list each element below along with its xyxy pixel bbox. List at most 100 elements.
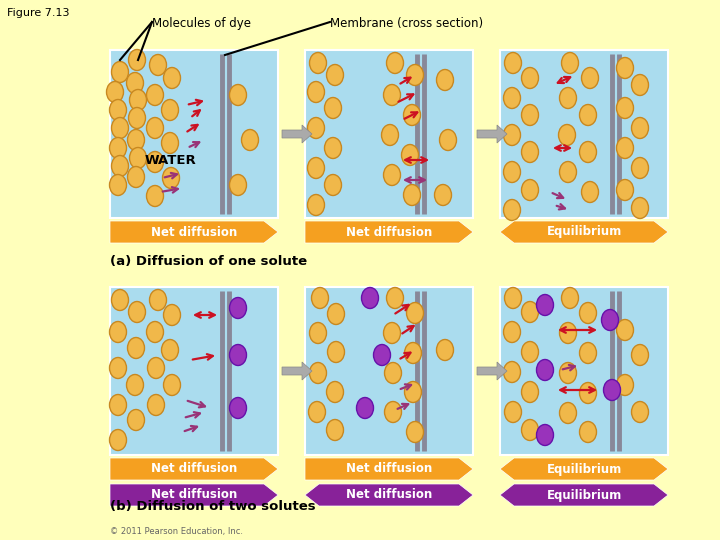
Ellipse shape xyxy=(127,409,145,430)
Ellipse shape xyxy=(127,166,145,187)
Text: (a) Diffusion of one solute: (a) Diffusion of one solute xyxy=(110,255,307,268)
Ellipse shape xyxy=(109,321,127,342)
Ellipse shape xyxy=(128,107,145,129)
Ellipse shape xyxy=(307,158,325,179)
Ellipse shape xyxy=(562,52,578,73)
Polygon shape xyxy=(110,484,278,506)
Text: (b) Diffusion of two solutes: (b) Diffusion of two solutes xyxy=(110,500,315,513)
Ellipse shape xyxy=(503,125,521,145)
Ellipse shape xyxy=(603,380,621,401)
Ellipse shape xyxy=(326,64,343,85)
Ellipse shape xyxy=(536,424,554,445)
Ellipse shape xyxy=(580,141,596,163)
Ellipse shape xyxy=(405,342,421,363)
Ellipse shape xyxy=(112,289,128,310)
Ellipse shape xyxy=(150,55,166,76)
Ellipse shape xyxy=(631,198,649,219)
Bar xyxy=(500,287,668,455)
Ellipse shape xyxy=(505,402,521,422)
Ellipse shape xyxy=(150,289,166,310)
Text: Net diffusion: Net diffusion xyxy=(151,489,237,502)
Bar xyxy=(305,50,473,218)
Ellipse shape xyxy=(109,429,127,450)
Ellipse shape xyxy=(616,320,634,341)
Ellipse shape xyxy=(109,357,127,379)
Ellipse shape xyxy=(580,342,596,363)
Ellipse shape xyxy=(559,322,577,343)
Polygon shape xyxy=(110,458,278,480)
Ellipse shape xyxy=(580,422,596,442)
Ellipse shape xyxy=(384,402,402,422)
Ellipse shape xyxy=(580,105,596,125)
Ellipse shape xyxy=(631,345,649,366)
Ellipse shape xyxy=(161,99,179,120)
Ellipse shape xyxy=(521,179,539,200)
Polygon shape xyxy=(305,458,473,480)
Ellipse shape xyxy=(356,397,374,418)
Ellipse shape xyxy=(241,130,258,151)
Ellipse shape xyxy=(562,287,578,308)
Ellipse shape xyxy=(559,125,575,145)
Polygon shape xyxy=(500,484,668,506)
Text: Membrane (cross section): Membrane (cross section) xyxy=(330,17,483,30)
Ellipse shape xyxy=(403,105,420,125)
Ellipse shape xyxy=(112,156,128,177)
Ellipse shape xyxy=(384,84,400,105)
Ellipse shape xyxy=(631,118,649,138)
Ellipse shape xyxy=(521,341,539,362)
Ellipse shape xyxy=(112,118,128,138)
Text: Equilibrium: Equilibrium xyxy=(546,462,621,476)
Ellipse shape xyxy=(436,70,454,91)
Ellipse shape xyxy=(505,52,521,73)
Polygon shape xyxy=(305,221,473,243)
Ellipse shape xyxy=(307,82,325,103)
Ellipse shape xyxy=(616,375,634,395)
Ellipse shape xyxy=(601,309,618,330)
Ellipse shape xyxy=(407,302,423,323)
Ellipse shape xyxy=(503,161,521,183)
Ellipse shape xyxy=(128,301,145,322)
Ellipse shape xyxy=(326,420,343,441)
Ellipse shape xyxy=(312,287,328,308)
Ellipse shape xyxy=(146,186,163,206)
Polygon shape xyxy=(500,458,668,480)
Ellipse shape xyxy=(582,181,598,202)
Ellipse shape xyxy=(328,341,344,362)
Ellipse shape xyxy=(559,87,577,109)
Ellipse shape xyxy=(230,174,246,195)
Text: Net diffusion: Net diffusion xyxy=(151,226,237,239)
Ellipse shape xyxy=(616,57,634,78)
Ellipse shape xyxy=(161,132,179,153)
Text: Figure 7.13: Figure 7.13 xyxy=(7,8,70,18)
Ellipse shape xyxy=(384,362,402,383)
Ellipse shape xyxy=(580,302,596,323)
Ellipse shape xyxy=(146,84,163,105)
Ellipse shape xyxy=(308,402,325,422)
Ellipse shape xyxy=(503,321,521,342)
Ellipse shape xyxy=(310,362,326,383)
Bar xyxy=(110,50,278,218)
Polygon shape xyxy=(110,221,278,243)
Ellipse shape xyxy=(307,118,325,138)
Ellipse shape xyxy=(407,64,423,85)
Ellipse shape xyxy=(407,422,423,442)
Ellipse shape xyxy=(127,72,143,93)
Ellipse shape xyxy=(127,375,143,395)
Ellipse shape xyxy=(436,340,454,361)
Polygon shape xyxy=(477,125,507,143)
Bar xyxy=(305,287,473,455)
Ellipse shape xyxy=(439,130,456,151)
Ellipse shape xyxy=(148,357,164,379)
Ellipse shape xyxy=(230,397,246,418)
Ellipse shape xyxy=(109,395,127,415)
Ellipse shape xyxy=(387,287,403,308)
Text: Net diffusion: Net diffusion xyxy=(346,226,432,239)
Ellipse shape xyxy=(536,360,554,381)
Ellipse shape xyxy=(503,361,521,382)
Ellipse shape xyxy=(503,199,521,220)
Ellipse shape xyxy=(582,68,598,89)
Ellipse shape xyxy=(434,185,451,206)
Polygon shape xyxy=(305,484,473,506)
Ellipse shape xyxy=(325,98,341,118)
Ellipse shape xyxy=(374,345,390,366)
